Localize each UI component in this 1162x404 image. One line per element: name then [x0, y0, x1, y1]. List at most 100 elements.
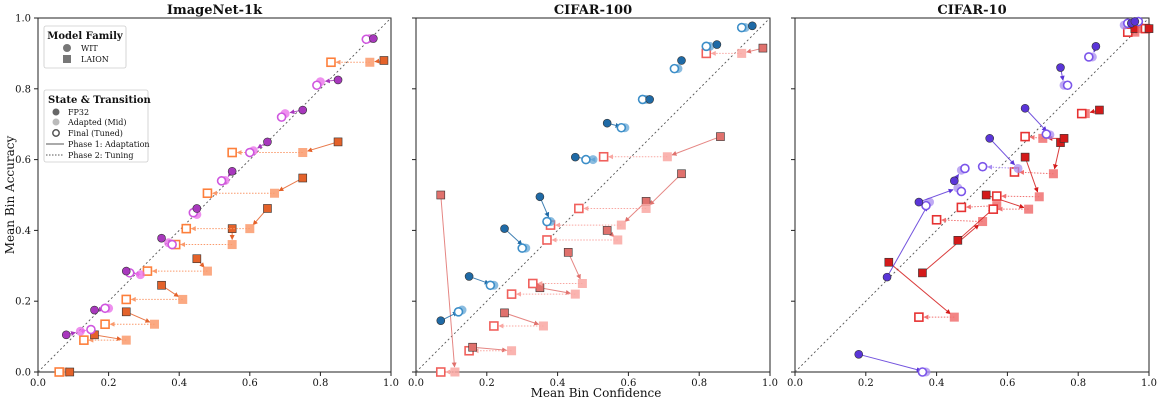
- laion-final-point: [326, 57, 336, 68]
- panel-cifar-100: CIFAR-100 0.0 0.2 0.4 0.6 0.8 1.0: [408, 3, 778, 389]
- wit-fp32-point: [602, 118, 612, 128]
- laion-phase1-arrow: [1024, 156, 1039, 193]
- wit-phase1-arrow: [918, 188, 954, 203]
- laion-adapted-point: [737, 48, 747, 58]
- laion-fp32-point: [953, 236, 963, 245]
- x-tick-label: 0.0: [30, 378, 46, 389]
- wit-final-point: [669, 63, 680, 74]
- wit-final-point: [216, 176, 227, 186]
- laion-fp32-point: [298, 173, 308, 183]
- laion-adapted-point: [1034, 192, 1044, 202]
- y-tick-label: 0.8: [15, 84, 31, 95]
- laion-fp32-point: [192, 254, 202, 264]
- laion-final-point: [1020, 131, 1030, 142]
- wit-fp32-point: [157, 233, 166, 243]
- panel-title: CIFAR-10: [937, 3, 1006, 18]
- x-tick-label: 0.8: [312, 378, 328, 389]
- laion-adapted-point: [298, 148, 308, 158]
- laion-adapted-point: [149, 319, 159, 329]
- laion-fp32-point: [121, 307, 131, 317]
- laion-fp32-point: [333, 137, 343, 147]
- wit-adapted-point: [1013, 163, 1023, 173]
- laion-adapted-point: [178, 294, 188, 304]
- laion-phase1-arrow: [649, 173, 682, 206]
- laion-fp32-point: [379, 56, 389, 65]
- wit-fp32-point: [949, 176, 959, 186]
- wit-phase1-arrow: [858, 353, 922, 373]
- wit-fp32-point: [1091, 42, 1101, 51]
- laion-final-point: [528, 278, 538, 289]
- laion-adapted-point: [662, 152, 672, 162]
- laion-fp32-point: [884, 257, 894, 267]
- wit-fp32-point: [570, 152, 580, 162]
- wit-fp32-point: [1056, 63, 1065, 72]
- laion-phase2-arrow: [941, 217, 983, 223]
- wit-phase1-arrow: [886, 205, 928, 278]
- laion-fp32-point: [157, 280, 166, 290]
- laion-final-point: [202, 188, 213, 199]
- wit-fp32-point: [677, 56, 686, 65]
- laion-adapted-point: [641, 203, 651, 213]
- laion-phase1-arrow: [888, 261, 951, 315]
- wit-fp32-point: [121, 266, 131, 276]
- family-legend-title: Model Family: [47, 31, 124, 42]
- fp32-legend-label: FP32: [68, 108, 89, 117]
- wit-fp32-point: [263, 137, 272, 147]
- wit-phase1-arrow: [989, 138, 1015, 166]
- laion-adapted-point: [507, 346, 517, 356]
- laion-phase2-arrow: [1001, 193, 1040, 199]
- laion-fp32-point: [1144, 24, 1154, 33]
- laion-phase1-arrow: [567, 252, 581, 280]
- laion-adapted-point: [616, 220, 626, 230]
- laion-phase2-arrow: [1018, 169, 1054, 175]
- laion-final-point: [506, 289, 517, 299]
- laion-fp32-point: [981, 190, 991, 200]
- panel-title: CIFAR-100: [554, 3, 632, 18]
- wit-fp32-point: [1130, 17, 1140, 26]
- panel-title: ImageNet-1k: [167, 3, 263, 18]
- laion-phase1-arrow: [539, 287, 571, 295]
- wit-fp32-point: [882, 272, 892, 282]
- laion-final-point: [121, 294, 132, 305]
- laion-final-point: [227, 147, 237, 158]
- laion-adapted-point: [978, 217, 988, 227]
- laion-adapted-point: [450, 367, 460, 377]
- y-tick-label: 1.0: [15, 14, 31, 25]
- x-tick-label: 0.4: [550, 378, 566, 389]
- wit-fp32-point: [500, 224, 509, 233]
- laion-fp32-point: [1020, 152, 1030, 162]
- laion-fp32-point: [436, 190, 446, 200]
- laion-adapted-point: [949, 312, 959, 322]
- laion-fp32-point: [677, 169, 686, 179]
- laion-final-point: [54, 367, 64, 377]
- laion-phase2-arrow: [1029, 135, 1043, 141]
- wit-fp32-point: [985, 134, 995, 143]
- laion-phase1-arrow: [922, 224, 980, 274]
- laion-legend-marker: [63, 55, 71, 63]
- wit-final-point: [956, 186, 967, 197]
- wit-legend-marker: [63, 44, 71, 52]
- wit-fp32-point: [90, 305, 99, 315]
- phase2-legend-label: Phase 2: Tuning: [68, 151, 134, 160]
- x-tick-label: 1.0: [762, 378, 778, 389]
- laion-fp32-point: [468, 342, 477, 352]
- wit-fp32-point: [192, 204, 202, 213]
- laion-fp32-point: [263, 204, 272, 213]
- panel-cifar-10: CIFAR-10 0.0 0.2 0.4 0.6 0.8 1.0: [787, 3, 1157, 389]
- wit-final-point: [361, 34, 372, 45]
- x-tick-label: 0.2: [858, 378, 874, 389]
- laion-fp32-point: [1059, 134, 1069, 143]
- laion-final-point: [79, 335, 89, 345]
- wit-fp32-point: [712, 40, 722, 49]
- laion-final-point: [542, 235, 552, 245]
- phase1-legend-label: Phase 1: Adaptation: [68, 140, 150, 149]
- fp32-legend-marker: [52, 108, 60, 116]
- x-tick-label: 0.0: [408, 378, 424, 389]
- state-legend-title: State & Transition: [48, 95, 152, 106]
- wit-final-point: [977, 161, 988, 172]
- laion-adapted-point: [202, 266, 212, 276]
- final-legend-marker: [52, 129, 60, 137]
- wit-phase1-arrow: [1024, 107, 1047, 132]
- wit-final-point: [86, 324, 96, 335]
